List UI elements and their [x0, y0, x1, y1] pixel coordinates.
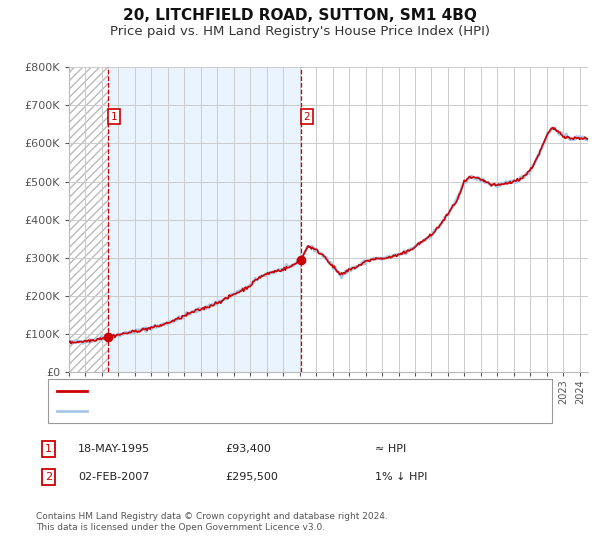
Text: 02-FEB-2007: 02-FEB-2007	[78, 472, 149, 482]
Text: Price paid vs. HM Land Registry's House Price Index (HPI): Price paid vs. HM Land Registry's House …	[110, 25, 490, 38]
Text: 1: 1	[45, 444, 52, 454]
Bar	[69, 67, 108, 372]
Text: 20, LITCHFIELD ROAD, SUTTON, SM1 4BQ: 20, LITCHFIELD ROAD, SUTTON, SM1 4BQ	[123, 8, 477, 24]
Text: 1% ↓ HPI: 1% ↓ HPI	[375, 472, 427, 482]
Text: 20, LITCHFIELD ROAD, SUTTON, SM1 4BQ (semi-detached house): 20, LITCHFIELD ROAD, SUTTON, SM1 4BQ (se…	[93, 386, 432, 396]
Text: 18-MAY-1995: 18-MAY-1995	[78, 444, 150, 454]
Bar	[69, 67, 108, 372]
Text: 2: 2	[304, 112, 310, 122]
Text: 2: 2	[45, 472, 52, 482]
Text: 1: 1	[110, 112, 118, 122]
Text: Contains HM Land Registry data © Crown copyright and database right 2024.
This d: Contains HM Land Registry data © Crown c…	[36, 512, 388, 532]
Text: £93,400: £93,400	[225, 444, 271, 454]
Bar	[108, 67, 301, 372]
Text: ≈ HPI: ≈ HPI	[375, 444, 406, 454]
Text: HPI: Average price, semi-detached house, Sutton: HPI: Average price, semi-detached house,…	[93, 405, 349, 416]
Text: £295,500: £295,500	[225, 472, 278, 482]
